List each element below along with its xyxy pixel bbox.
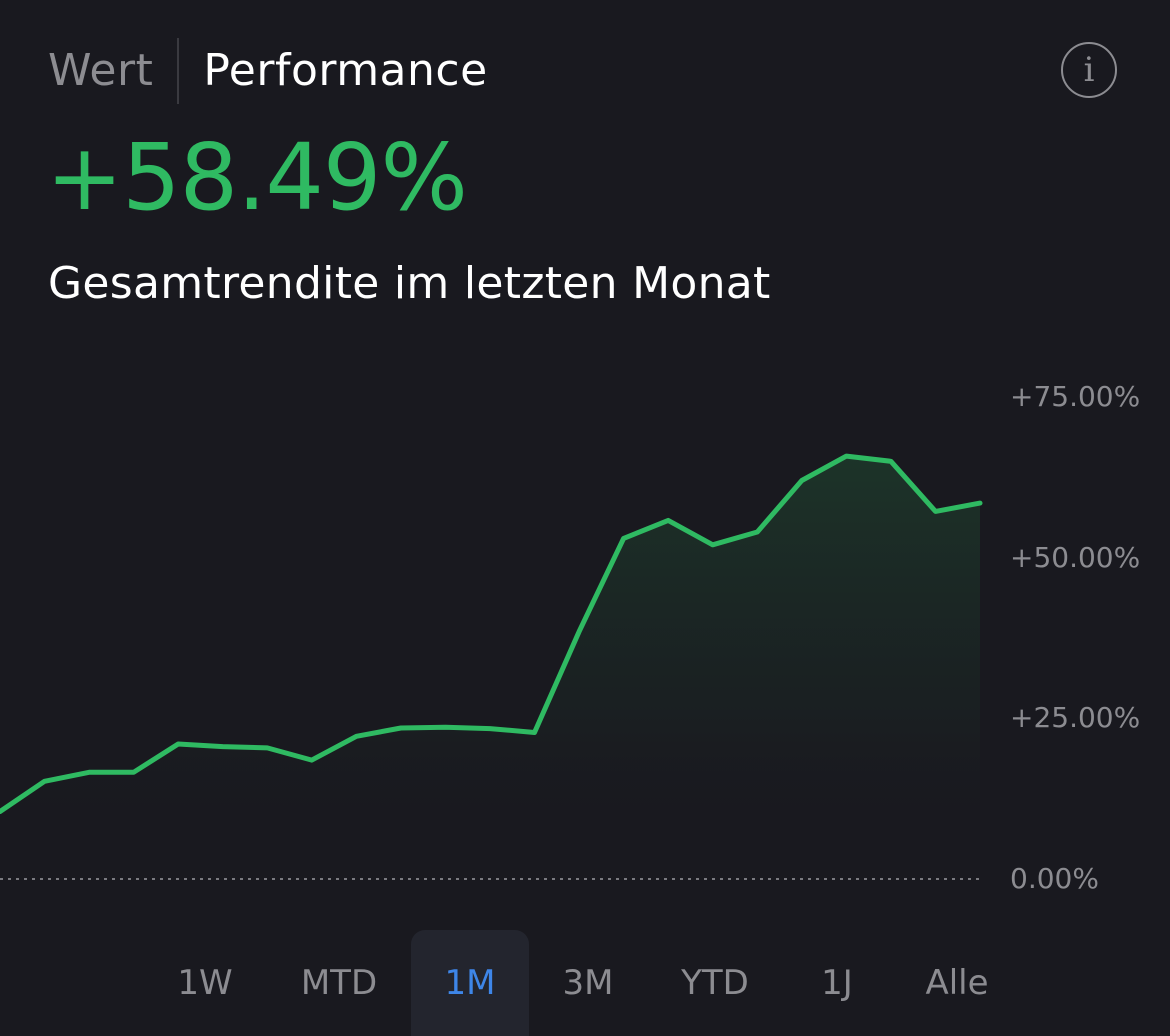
data-point	[978, 501, 982, 505]
data-point	[622, 536, 626, 540]
data-point	[800, 479, 804, 483]
data-point	[666, 518, 670, 522]
data-point	[354, 734, 358, 738]
range-selector: 1W MTD 1M 3M YTD 1J Alle	[150, 930, 1170, 1036]
tab-performance[interactable]: Performance	[203, 45, 488, 96]
y-tick-label: 0.00%	[1010, 862, 1099, 895]
range-option-mtd[interactable]: MTD	[300, 963, 378, 1003]
data-point	[711, 543, 715, 547]
y-tick-label: +50.00%	[1010, 540, 1141, 574]
range-option-1m[interactable]: 1M	[411, 930, 529, 1036]
data-point	[933, 509, 937, 513]
info-button[interactable]: i	[1061, 42, 1117, 98]
data-point	[176, 742, 180, 746]
series-line	[0, 453, 983, 814]
data-point	[221, 745, 225, 749]
total-return-value: +58.49%	[46, 124, 468, 231]
data-point	[265, 746, 269, 750]
data-point	[443, 725, 447, 729]
data-point	[488, 727, 492, 731]
view-tabs: Wert Performance	[48, 36, 488, 106]
data-point	[132, 770, 136, 774]
data-point	[889, 459, 893, 463]
data-point	[399, 726, 403, 730]
data-point	[310, 758, 314, 762]
range-option-ytd[interactable]: YTD	[681, 963, 749, 1003]
y-tick-label: +75.00%	[1010, 380, 1141, 413]
tab-wert[interactable]: Wert	[48, 45, 154, 96]
y-tick-label: +25.00%	[1010, 701, 1141, 735]
data-point	[87, 770, 91, 774]
data-point	[844, 454, 848, 458]
performance-chart	[0, 453, 983, 880]
series-area-fill	[0, 456, 980, 829]
data-point	[533, 730, 537, 734]
data-point	[577, 630, 581, 634]
tab-divider	[177, 38, 180, 104]
range-option-1w[interactable]: 1W	[177, 963, 233, 1003]
info-icon: i	[1083, 50, 1095, 90]
range-option-3m[interactable]: 3M	[562, 963, 614, 1003]
range-option-1j[interactable]: 1J	[821, 963, 853, 1003]
return-caption: Gesamtrendite im letzten Monat	[48, 258, 771, 309]
range-option-alle[interactable]: Alle	[925, 963, 989, 1003]
data-point	[755, 530, 759, 534]
data-point	[43, 779, 47, 783]
